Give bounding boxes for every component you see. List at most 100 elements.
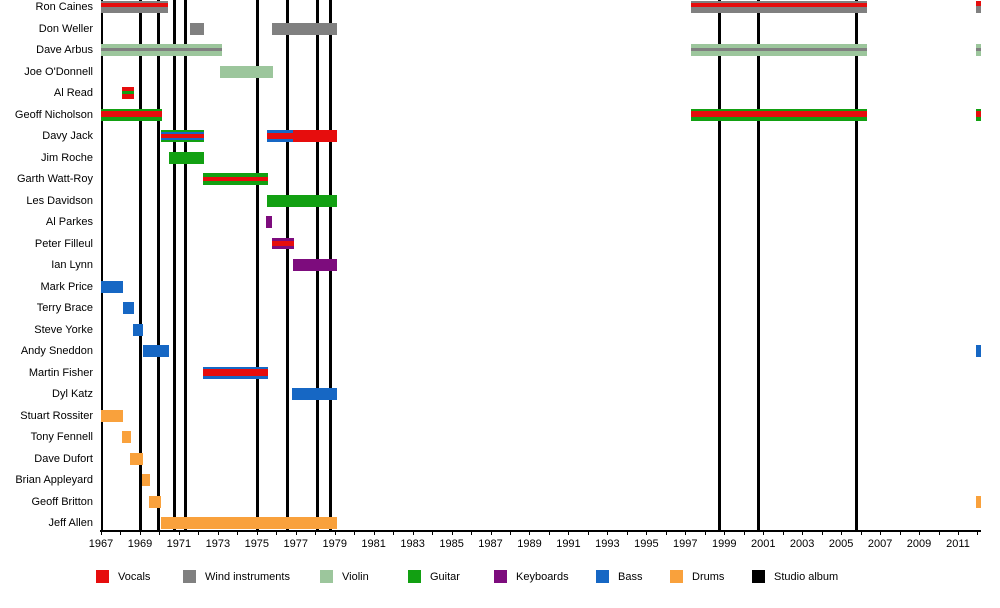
bar-stripe-guitar: [160, 140, 205, 143]
timeline-bar: [141, 474, 151, 486]
year-tick: [880, 530, 882, 535]
year-tick: [841, 530, 843, 535]
bar-stripe-keyboards: [293, 259, 337, 271]
bar-stripe-drums: [141, 474, 151, 486]
member-label: Davy Jack: [42, 130, 93, 142]
bar-stripe-keyboards: [271, 237, 294, 242]
bar-stripe-bass: [202, 366, 268, 370]
legend-item: Keyboards: [494, 570, 569, 583]
bar-stripe-violin: [691, 44, 868, 48]
member-label: Geoff Britton: [31, 495, 93, 508]
timeline-bar: [143, 345, 169, 357]
year-label: 1975: [244, 538, 270, 550]
year-tick: [393, 530, 395, 535]
year-label: 2001: [750, 538, 776, 550]
timeline-bar: [691, 1, 868, 13]
year-label: 2003: [789, 538, 815, 550]
bar-stripe-bass: [266, 130, 294, 134]
legend-item: Vocals: [96, 570, 150, 583]
year-label: 1983: [400, 538, 425, 550]
bar-stripe-wind: [190, 22, 205, 35]
legend-label: Bass: [618, 570, 643, 583]
legend-item: Bass: [596, 570, 642, 583]
bar-stripe-guitar: [266, 194, 337, 207]
legend-swatch-wind: [183, 570, 196, 583]
timeline-bar: [976, 1, 981, 13]
year-tick: [919, 530, 921, 535]
bar-stripe-guitar: [203, 181, 268, 185]
year-label: 1977: [283, 538, 309, 550]
bar-stripe-keyboards: [271, 245, 294, 250]
legend-swatch-violin: [320, 570, 333, 583]
year-tick: [899, 530, 901, 535]
year-tick: [334, 530, 336, 535]
year-tick: [354, 530, 356, 535]
timeline-bar: [976, 108, 981, 121]
timeline-bar: [202, 366, 268, 379]
year-tick: [957, 530, 959, 535]
legend-label: Drums: [692, 570, 725, 583]
year-tick: [373, 530, 375, 535]
legend-item: Wind instruments: [183, 570, 290, 583]
legend-item: Violin: [320, 570, 369, 583]
year-tick: [529, 530, 531, 535]
bar-stripe-keyboards: [266, 216, 273, 228]
member-label: Dyl Katz: [52, 388, 93, 400]
bar-stripe-guitar: [976, 116, 981, 121]
timeline-bar: [271, 22, 337, 35]
studio-album-line: [156, 0, 160, 530]
year-tick: [821, 530, 823, 535]
member-label: Andy Sneddon: [20, 345, 93, 357]
member-label: Steve Yorke: [34, 323, 93, 336]
year-label: 1989: [517, 538, 542, 550]
year-tick: [860, 530, 862, 535]
year-label: 1981: [361, 538, 386, 550]
timeline-bar: [266, 194, 337, 207]
timeline-bar: [122, 431, 131, 443]
member-label: Jeff Allen: [48, 517, 93, 529]
legend-item: Studio album: [752, 570, 838, 583]
bar-stripe-drums: [976, 495, 981, 508]
bar-stripe-drums: [148, 495, 161, 508]
year-tick: [763, 530, 765, 535]
year-tick: [665, 530, 667, 535]
bar-stripe-guitar: [101, 116, 162, 121]
timeline-bar: [101, 280, 123, 293]
year-tick: [120, 530, 122, 535]
member-label: Al Read: [53, 87, 93, 99]
timeline-bar: [130, 452, 144, 465]
timeline-bar: [148, 495, 161, 508]
year-label: 1985: [439, 538, 464, 550]
bar-stripe-wind: [976, 48, 981, 51]
timeline-bar: [691, 108, 868, 121]
bar-stripe-violin: [220, 65, 274, 78]
bar-stripe-vocals: [203, 176, 268, 182]
year-label: 2005: [828, 538, 854, 550]
legend-item: Guitar: [408, 570, 460, 583]
year-tick: [295, 530, 297, 535]
timeline-bar: [101, 1, 168, 13]
timeline-bar: [123, 302, 134, 314]
timeline-bar: [203, 173, 268, 185]
year-tick: [607, 530, 609, 535]
year-tick: [276, 530, 278, 535]
bar-stripe-wind: [691, 1, 868, 3]
bar-stripe-violin: [976, 51, 981, 56]
legend-label: Violin: [342, 570, 369, 583]
studio-album-line: [855, 0, 859, 530]
bar-stripe-wind: [976, 6, 981, 13]
bar-stripe-vocals: [160, 134, 205, 138]
member-label: Brian Appleyard: [15, 474, 93, 486]
bar-stripe-guitar: [168, 151, 205, 164]
bar-stripe-vocals: [101, 2, 168, 8]
year-label: 1969: [127, 538, 153, 550]
bar-stripe-vocals: [271, 241, 294, 246]
bar-stripe-wind: [101, 1, 168, 3]
bar-stripe-guitar: [122, 90, 134, 95]
bar-stripe-violin: [101, 51, 222, 56]
member-label: Al Parkes: [45, 216, 93, 228]
legend-swatch-keyboards: [494, 570, 507, 583]
year-tick: [256, 530, 258, 535]
year-label: 2007: [867, 538, 893, 550]
